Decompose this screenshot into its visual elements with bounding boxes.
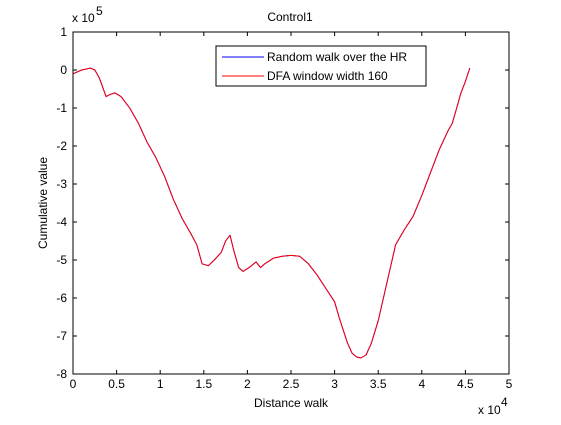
y-axis-multiplier-power: 5	[96, 4, 103, 18]
x-tick-label: 1.5	[195, 377, 212, 391]
y-tick-label: 1	[60, 25, 67, 39]
x-axis-label: Distance walk	[254, 396, 329, 410]
x-tick-label: 5	[506, 377, 513, 391]
y-tick-label: -7	[56, 329, 67, 343]
x-tick-label: 2	[244, 377, 251, 391]
y-tick-label: -8	[56, 367, 67, 381]
chart-title: Control1	[267, 10, 313, 24]
x-tick-label: 4.5	[457, 377, 474, 391]
y-tick-label: -2	[56, 139, 67, 153]
x-tick-label: 1	[157, 377, 164, 391]
x-tick-label: 3	[331, 377, 338, 391]
x-tick-label: 0	[70, 377, 77, 391]
x-axis-multiplier-base: x 10	[478, 403, 501, 417]
y-tick-label: -4	[56, 215, 67, 229]
y-tick-label: -3	[56, 177, 67, 191]
x-tick-label: 0.5	[108, 377, 125, 391]
legend-entry-random-walk: Random walk over the HR	[267, 50, 407, 64]
legend-entry-dfa-window: DFA window width 160	[267, 69, 388, 83]
x-tick-label: 4	[418, 377, 425, 391]
y-tick-label: -5	[56, 253, 67, 267]
x-tick-label: 2.5	[283, 377, 300, 391]
y-tick-label: -1	[56, 101, 67, 115]
legend: Random walk over the HR DFA window width…	[216, 46, 426, 86]
y-axis-multiplier-base: x 10	[72, 11, 95, 25]
y-tick-label: 0	[60, 63, 67, 77]
x-axis-multiplier-power: 4	[501, 395, 508, 409]
x-tick-label: 3.5	[370, 377, 387, 391]
y-tick-label: -6	[56, 291, 67, 305]
y-axis-label: Cumulative value	[36, 157, 50, 249]
